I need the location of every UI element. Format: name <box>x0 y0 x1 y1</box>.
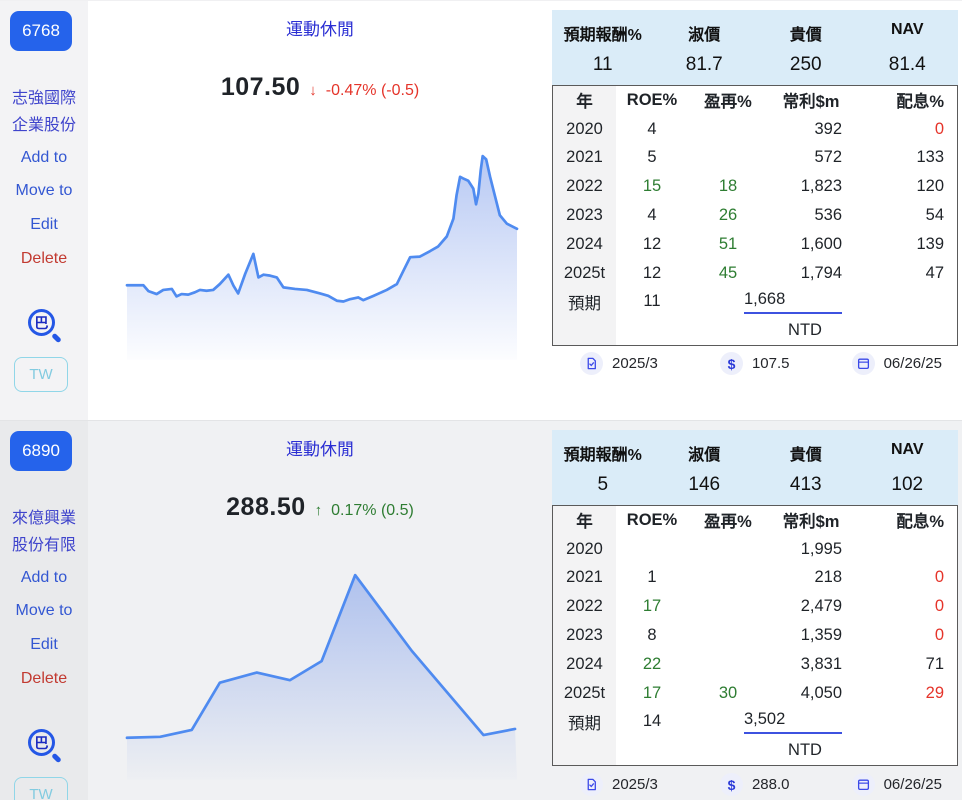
change-arrow-icon: ↑ <box>314 502 323 519</box>
nav-value: 81.4 <box>888 54 926 75</box>
fiscal-date-item: 2025/3 <box>580 773 658 796</box>
current-price: 288.50 <box>226 493 306 521</box>
magnifier-handle <box>51 752 62 764</box>
data-panel: 預期報酬% 淑價 貴價 NAV 5 146 413 102 年 ROE% 盈再%… <box>552 421 962 800</box>
company-name: 來億興業 股份有限 <box>11 510 76 554</box>
price-item: $ 107.5 <box>719 352 790 375</box>
expected-return-value: 5 <box>597 474 609 495</box>
expected-return-value: 11 <box>592 54 613 75</box>
financial-table: 年 ROE% 盈再% 常利$m 配息% 2020 1,995 2021 1 21… <box>552 505 958 767</box>
currency-label: NTD <box>788 741 822 760</box>
chart-section: 運動休閒 107.50 ↓ -0.47% (-0.5) <box>88 1 552 420</box>
stock-card: 6890 來億興業 股份有限 Add to Move to Edit Delet… <box>0 421 962 800</box>
table-row: 2020 <box>553 534 616 564</box>
sector-label[interactable]: 運動休閒 <box>286 20 354 39</box>
change-arrow-icon: ↓ <box>309 82 317 99</box>
report-check-icon <box>580 352 603 375</box>
table-row: 2021 <box>553 563 616 593</box>
change-percent: 0.17% (0.5) <box>331 502 414 519</box>
price-row: 107.50 ↓ -0.47% (-0.5) <box>88 73 552 102</box>
stock-code-button[interactable]: 6768 <box>10 11 72 51</box>
move-to-link[interactable]: Move to <box>15 602 73 619</box>
currency-label: NTD <box>788 321 822 340</box>
add-to-link[interactable]: Add to <box>20 569 68 586</box>
delete-link[interactable]: Delete <box>20 250 68 267</box>
stock-code-button[interactable]: 6890 <box>10 431 72 471</box>
expected-profit-underlined: 1,668 <box>744 290 842 314</box>
table-row: 2025t <box>553 258 616 288</box>
move-to-link[interactable]: Move to <box>15 182 73 199</box>
dollar-icon: $ <box>719 352 743 375</box>
fiscal-date-item: 2025/3 <box>580 352 658 375</box>
edit-link[interactable]: Edit <box>30 216 58 233</box>
expected-profit-underlined: 3,502 <box>744 710 842 734</box>
data-panel: 預期報酬% 淑價 貴價 NAV 11 81.7 250 81.4 年 ROE% … <box>552 1 962 420</box>
stock-card: 6768 志強國際 企業股份 Add to Move to Edit Delet… <box>0 0 962 421</box>
magnifier-handle <box>51 332 62 344</box>
expensive-price-value: 250 <box>789 54 822 75</box>
panel-footer: 2025/3 $ 107.5 06/26/25 <box>552 352 958 375</box>
cheap-price-value: 81.7 <box>685 54 723 75</box>
add-to-link[interactable]: Add to <box>20 149 68 166</box>
table-row: 2023 <box>553 621 616 650</box>
table-row: 2023 <box>553 201 616 230</box>
current-price: 107.50 <box>220 73 301 101</box>
price-item: $ 288.0 <box>719 773 790 796</box>
table-row: 2025t <box>553 678 616 708</box>
valuation-summary: 預期報酬% 淑價 貴價 NAV 11 81.7 250 81.4 <box>552 10 958 86</box>
table-row-expected: 預期 <box>553 287 616 317</box>
calendar-icon <box>851 352 875 375</box>
market-tag-button[interactable]: TW <box>14 777 68 800</box>
card-sidebar: 6890 來億興業 股份有限 Add to Move to Edit Delet… <box>0 421 88 800</box>
price-sparkline-chart <box>127 150 517 360</box>
table-row: 2020 <box>553 114 616 144</box>
panel-footer: 2025/3 $ 288.0 06/26/25 <box>552 773 958 796</box>
table-row: 2022 <box>553 172 616 202</box>
table-row: 2022 <box>553 592 616 622</box>
table-row: 2021 <box>553 143 616 173</box>
delete-link[interactable]: Delete <box>20 670 68 687</box>
nav-value: 102 <box>891 474 924 495</box>
expensive-price-value: 413 <box>789 474 822 495</box>
chart-section: 運動休閒 288.50 ↑ 0.17% (0.5) <box>88 421 552 800</box>
cheap-price-value: 146 <box>688 474 721 495</box>
calendar-icon <box>851 773 875 796</box>
table-row: 2024 <box>553 649 616 679</box>
edit-link[interactable]: Edit <box>30 636 58 653</box>
quote-date-item: 06/26/25 <box>851 773 942 796</box>
dollar-icon: $ <box>719 773 743 796</box>
price-sparkline-chart <box>127 570 517 780</box>
change-percent: -0.47% (-0.5) <box>325 82 420 99</box>
quote-date-item: 06/26/25 <box>851 352 942 375</box>
card-sidebar: 6768 志強國際 企業股份 Add to Move to Edit Delet… <box>0 1 88 420</box>
table-row-expected: 預期 <box>553 707 616 737</box>
search-magnifier-icon[interactable]: 巴 <box>28 309 62 344</box>
search-magnifier-icon[interactable]: 巴 <box>28 729 62 764</box>
sector-label[interactable]: 運動休閒 <box>286 440 354 459</box>
valuation-summary: 預期報酬% 淑價 貴價 NAV 5 146 413 102 <box>552 430 958 506</box>
financial-table: 年 ROE% 盈再% 常利$m 配息% 2020 4 392 0 2021 5 … <box>552 85 958 347</box>
table-row: 2024 <box>553 229 616 259</box>
price-row: 288.50 ↑ 0.17% (0.5) <box>88 493 552 522</box>
market-tag-button[interactable]: TW <box>14 357 68 392</box>
report-check-icon <box>580 773 603 796</box>
company-name: 志強國際 企業股份 <box>11 90 76 134</box>
